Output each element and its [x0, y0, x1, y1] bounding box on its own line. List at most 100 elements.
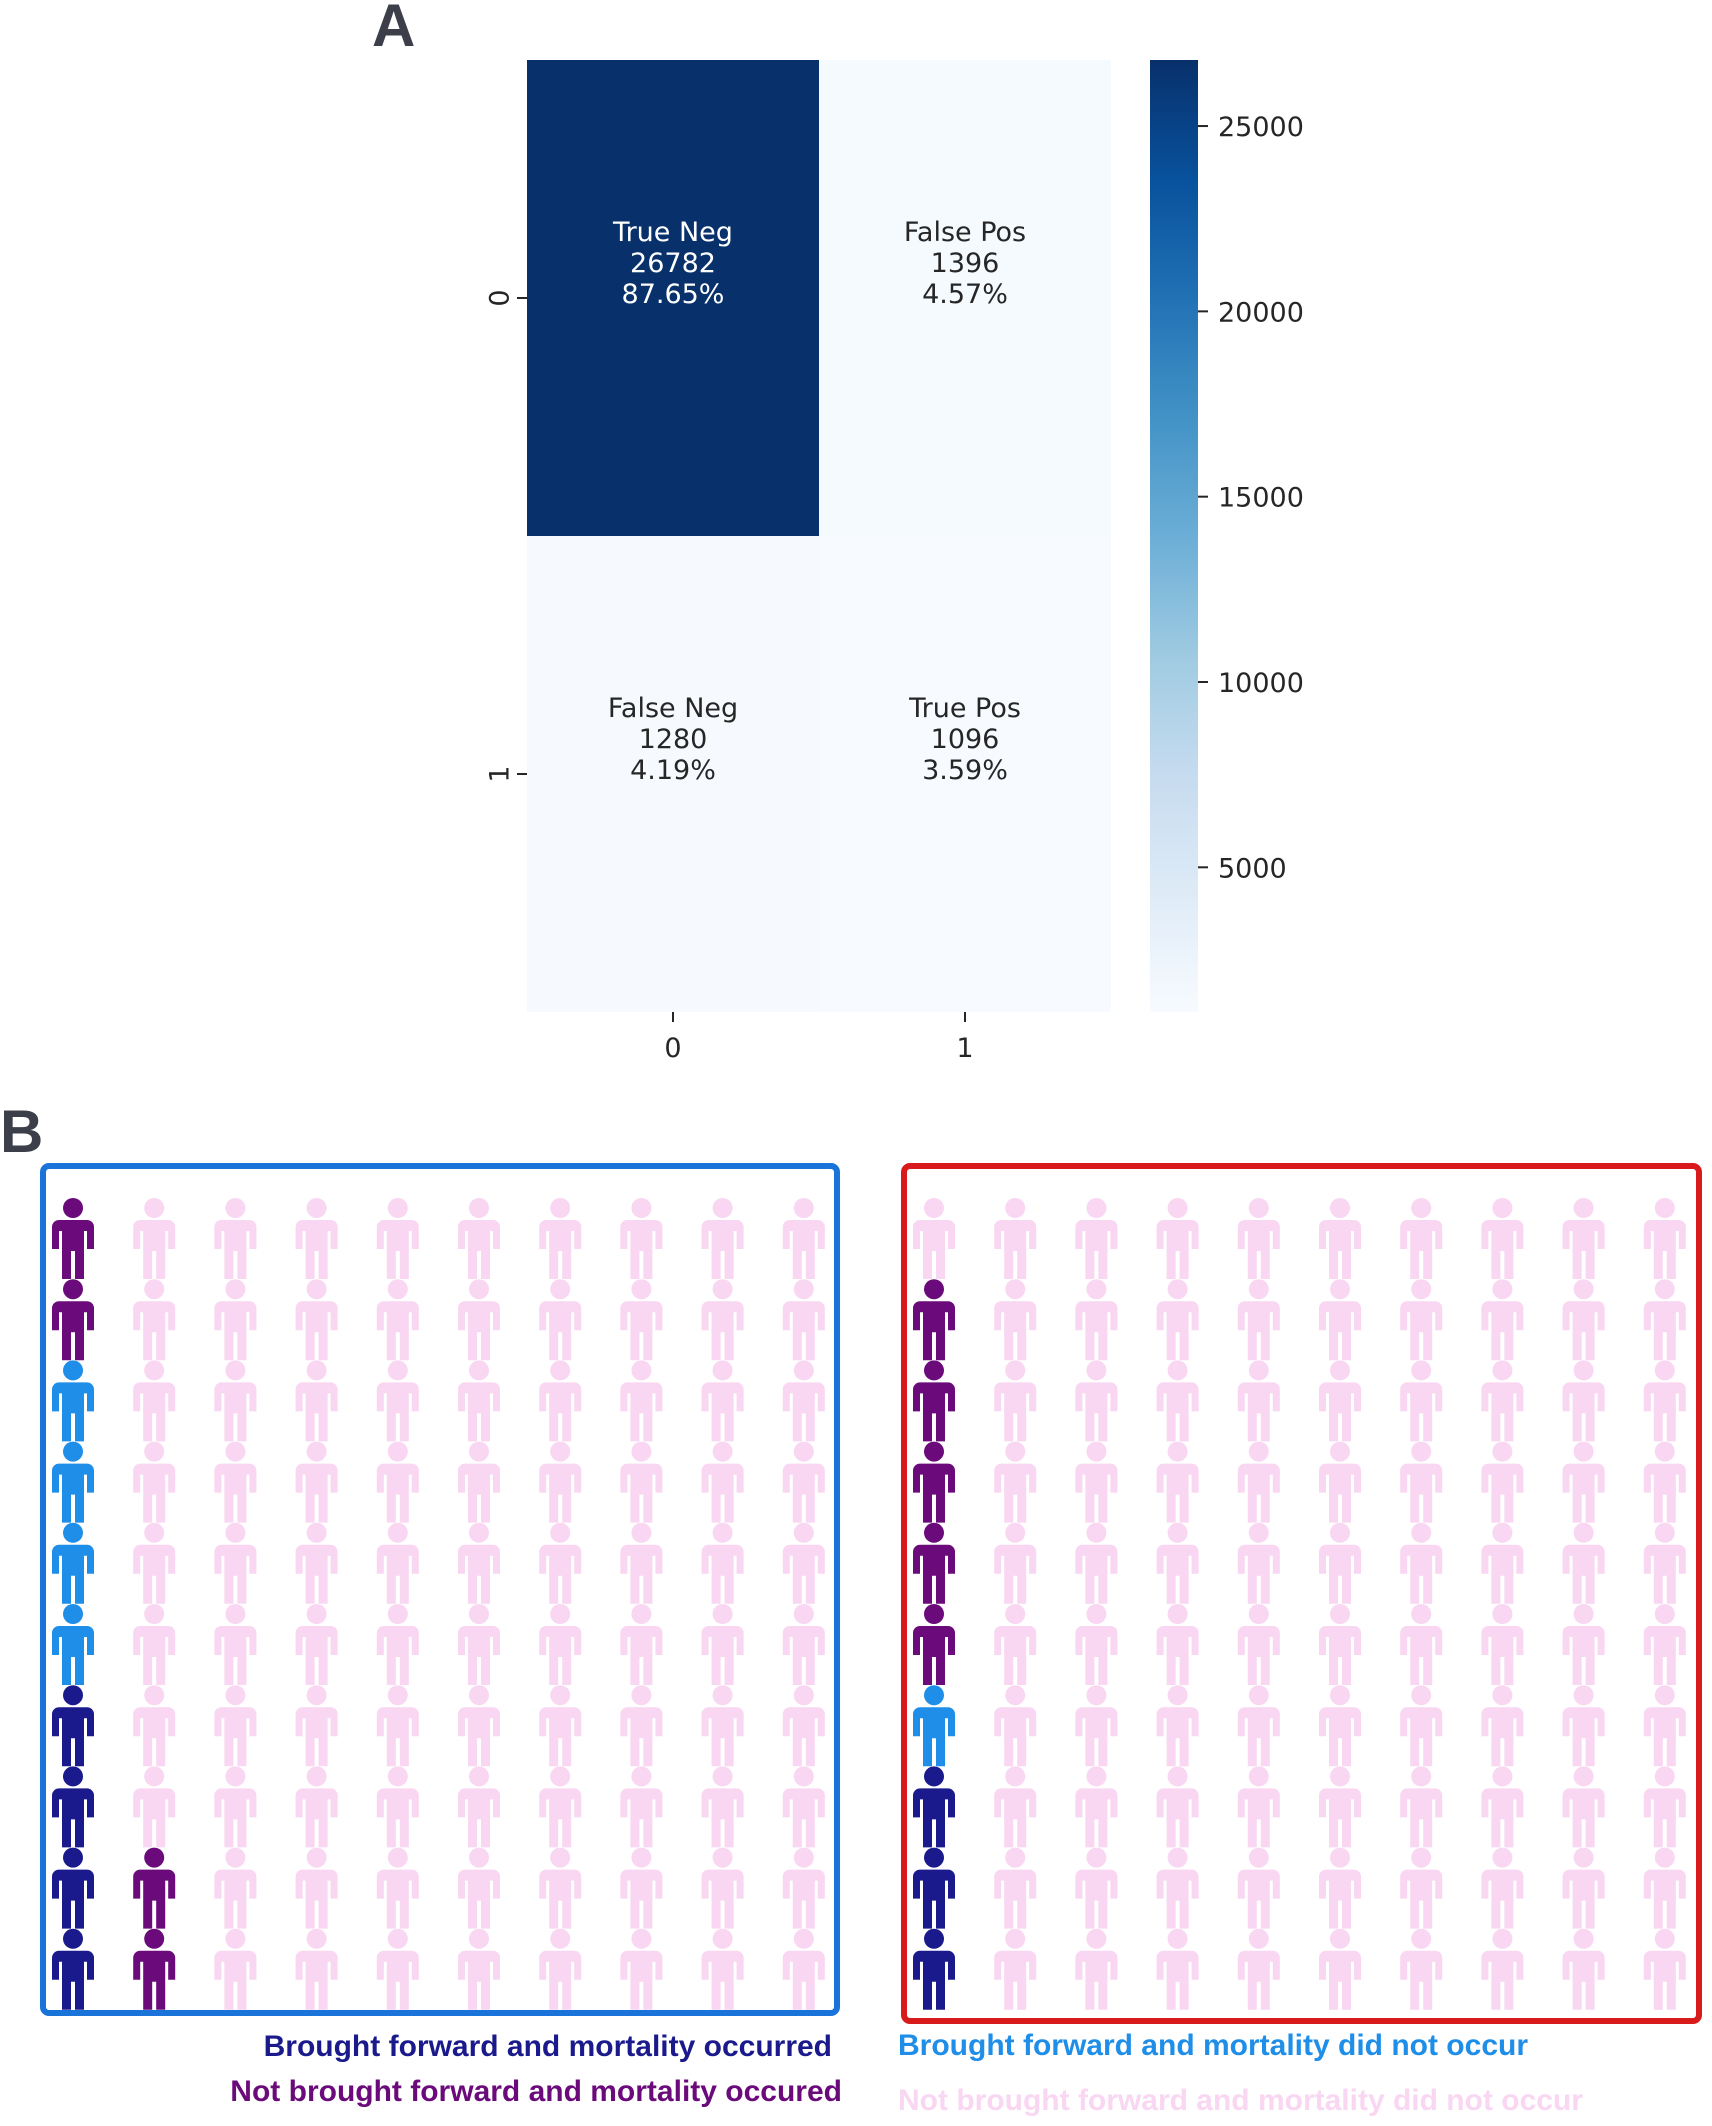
- person-head: [631, 1360, 652, 1381]
- person-icon: [1319, 1847, 1361, 1929]
- person-icon: [1075, 1279, 1118, 1361]
- person-icon: [1237, 1279, 1280, 1361]
- person-head: [387, 1928, 408, 1949]
- person-icon: [701, 1441, 744, 1523]
- person-body: [620, 1463, 663, 1523]
- person-head: [1167, 1685, 1188, 1706]
- person-icon: [620, 1441, 663, 1523]
- person-head: [387, 1766, 408, 1787]
- person-body: [1400, 1382, 1443, 1442]
- person-head: [924, 1685, 944, 1706]
- person-body: [782, 1626, 825, 1685]
- person-head: [1654, 1766, 1675, 1787]
- cell-name-label: True Pos: [908, 693, 1021, 724]
- person-head: [225, 1279, 246, 1300]
- person-head: [144, 1685, 165, 1706]
- person-head: [793, 1766, 814, 1787]
- person-body: [1400, 1788, 1443, 1848]
- person-icon: [701, 1766, 744, 1848]
- person-body: [1643, 1626, 1686, 1685]
- person-body: [620, 1707, 663, 1767]
- person-body: [133, 1950, 176, 2010]
- person-body: [458, 1220, 500, 1279]
- person-head: [144, 1766, 165, 1787]
- person-head: [387, 1198, 408, 1218]
- person-head: [550, 1441, 571, 1462]
- person-body: [539, 1301, 582, 1361]
- person-icon: [539, 1766, 582, 1848]
- person-icon: [1481, 1522, 1524, 1604]
- person-icon: [376, 1847, 419, 1929]
- person-icon: [1562, 1847, 1605, 1929]
- person-body: [1237, 1301, 1280, 1361]
- person-body: [1319, 1544, 1361, 1604]
- person-head: [1411, 1279, 1432, 1300]
- person-icon: [1643, 1604, 1686, 1685]
- person-head: [712, 1928, 733, 1949]
- person-head: [1248, 1685, 1269, 1706]
- person-body: [782, 1382, 825, 1442]
- person-head: [1248, 1522, 1269, 1543]
- person-body: [1075, 1950, 1118, 2010]
- person-icon: [1481, 1441, 1524, 1523]
- person-head: [1492, 1198, 1513, 1218]
- person-icon: [1237, 1604, 1280, 1685]
- person-body: [1075, 1382, 1118, 1442]
- person-body: [52, 1788, 94, 1848]
- person-icon: [1237, 1847, 1280, 1929]
- person-body: [458, 1788, 500, 1848]
- person-body: [1481, 1626, 1524, 1685]
- person-body: [376, 1544, 419, 1604]
- person-body: [782, 1869, 825, 1929]
- person-head: [306, 1685, 327, 1706]
- person-head: [1248, 1604, 1269, 1624]
- person-head: [631, 1604, 652, 1624]
- person-icon: [994, 1685, 1037, 1767]
- person-head: [1167, 1847, 1188, 1868]
- person-head: [1248, 1279, 1269, 1300]
- person-head: [306, 1847, 327, 1868]
- person-head: [1005, 1685, 1026, 1706]
- person-icon: [214, 1522, 257, 1604]
- person-body: [1156, 1626, 1199, 1685]
- person-head: [225, 1441, 246, 1462]
- person-icon: [913, 1441, 955, 1523]
- person-head: [1492, 1766, 1513, 1787]
- person-head: [1086, 1522, 1107, 1543]
- person-body: [214, 1301, 257, 1361]
- person-body: [1643, 1950, 1686, 2010]
- person-head: [1086, 1360, 1107, 1381]
- person-head: [306, 1766, 327, 1787]
- person-head: [1005, 1279, 1026, 1300]
- person-body: [1075, 1463, 1118, 1523]
- person-icon: [913, 1847, 955, 1929]
- person-icon: [458, 1441, 500, 1523]
- person-head: [1330, 1198, 1350, 1218]
- person-body: [214, 1788, 257, 1848]
- person-body: [620, 1869, 663, 1929]
- person-body: [458, 1950, 500, 2010]
- person-icon: [295, 1522, 338, 1604]
- person-icon: [214, 1928, 257, 2010]
- person-body: [620, 1950, 663, 2010]
- person-icon: [782, 1685, 825, 1767]
- person-icon: [295, 1928, 338, 2010]
- x-tick-label: 1: [956, 1033, 973, 1064]
- person-icon: [782, 1766, 825, 1848]
- person-icon: [1562, 1685, 1605, 1767]
- person-icon: [1481, 1198, 1524, 1279]
- person-head: [1492, 1847, 1513, 1868]
- icon-array-panels: [40, 1163, 1702, 2024]
- person-icon: [1481, 1279, 1524, 1361]
- person-icon: [376, 1360, 419, 1442]
- person-icon: [1400, 1360, 1443, 1442]
- person-head: [1167, 1279, 1188, 1300]
- person-head: [469, 1279, 489, 1300]
- person-head: [225, 1766, 246, 1787]
- person-body: [1075, 1544, 1118, 1604]
- person-body: [1400, 1220, 1443, 1279]
- person-body: [782, 1544, 825, 1604]
- person-head: [631, 1522, 652, 1543]
- icon-panel-border: [901, 1163, 1702, 2024]
- person-icon: [52, 1847, 94, 1929]
